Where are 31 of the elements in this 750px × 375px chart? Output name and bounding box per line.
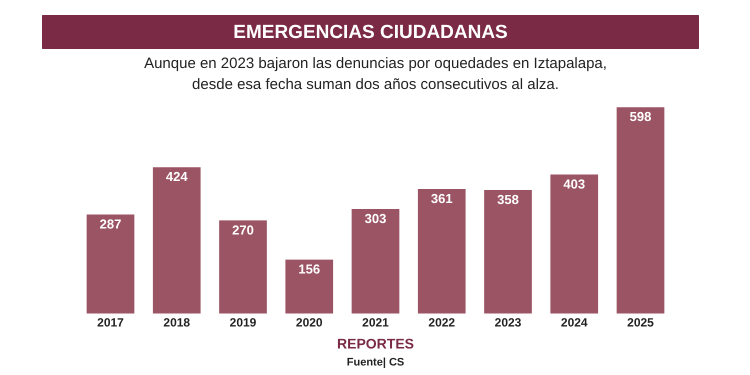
x-tick-label: 2019 [230, 316, 257, 330]
data-label: 403 [563, 176, 586, 192]
bar [219, 220, 267, 314]
bar [550, 174, 598, 314]
chart-title: EMERGENCIAS CIUDADANAS [233, 22, 508, 43]
data-label: 303 [364, 210, 386, 226]
data-label: 270 [232, 222, 254, 238]
bar [616, 107, 664, 314]
data-label: 598 [630, 109, 652, 124]
x-tick-label: 2018 [163, 316, 190, 330]
data-label: 156 [298, 262, 320, 277]
x-tick-label: 2020 [296, 316, 323, 330]
chart-subtitle: Aunque en 2023 bajaron las denuncias por oquedades en Iztapalapa, desde esa fecha suman dos años consecutivos al alza. [144, 55, 607, 93]
x-tick-label: 2024 [560, 316, 588, 330]
data-label: 424 [166, 169, 188, 184]
x-tick-label: 2025 [627, 316, 654, 330]
bar [285, 260, 334, 314]
bar [86, 214, 134, 314]
bar [152, 167, 201, 314]
x-tick-label: 2023 [494, 316, 522, 330]
data-label: 287 [100, 216, 122, 232]
source-note: Fuente| CS [346, 356, 404, 368]
bar [418, 188, 466, 314]
data-label: 361 [430, 190, 453, 206]
bar [484, 190, 532, 314]
x-tick-label: 2022 [428, 316, 456, 330]
data-label: 358 [497, 192, 519, 207]
x-axis-title: REPORTES [336, 336, 414, 352]
x-tick-label: 2017 [97, 316, 124, 330]
x-tick-label: 2021 [362, 316, 390, 330]
bar [352, 208, 400, 314]
